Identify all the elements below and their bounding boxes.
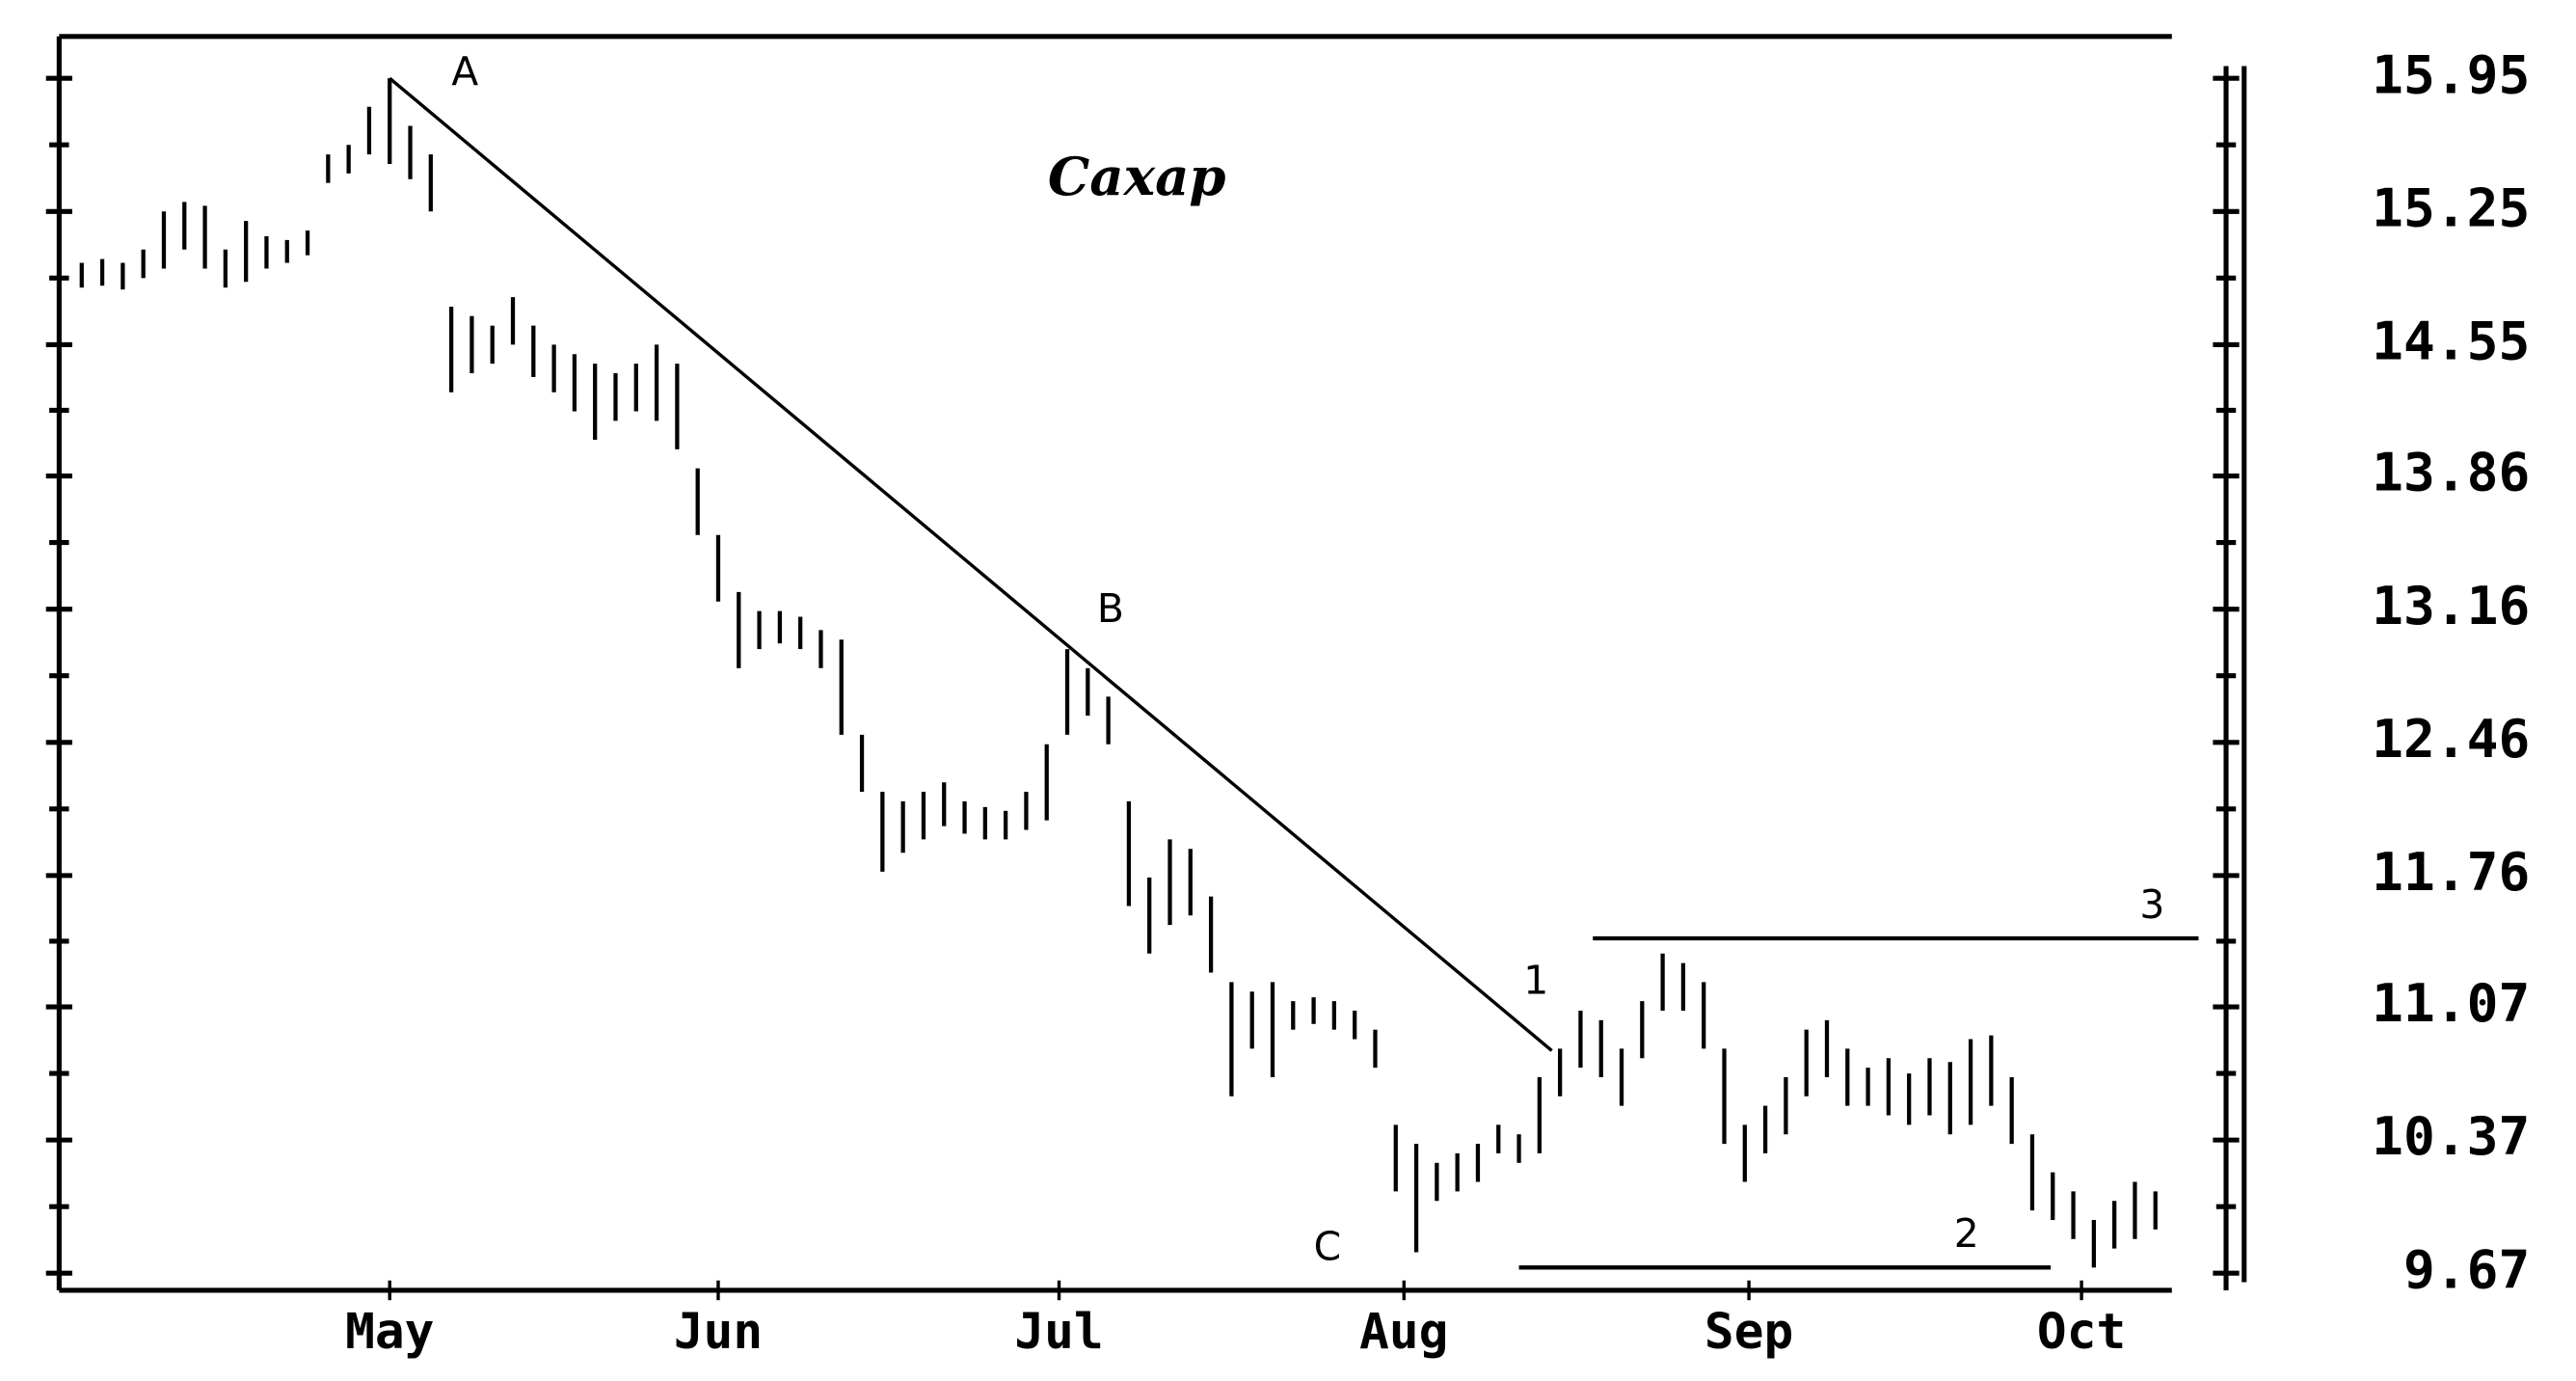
y-tick-label: 13.16 <box>2372 575 2530 636</box>
chart-title: Сахар <box>1048 146 1226 207</box>
annotation: A <box>451 48 478 95</box>
x-tick-label: Sep <box>1704 1304 1793 1361</box>
y-tick-label: 15.25 <box>2372 176 2530 238</box>
trend-line <box>389 76 1553 1052</box>
level-label: 3 <box>2139 881 2164 928</box>
y-tick-label: 9.67 <box>2403 1238 2530 1300</box>
y-tick-label: 12.46 <box>2372 708 2530 770</box>
y-tick-label: 10.37 <box>2372 1105 2530 1167</box>
x-tick-label: Jun <box>674 1304 763 1361</box>
annotation: B <box>1097 585 1124 632</box>
x-tick-label: Aug <box>1359 1304 1448 1361</box>
y-tick-label: 11.07 <box>2372 972 2530 1034</box>
annotation: 1 <box>1523 957 1548 1003</box>
x-tick-label: May <box>345 1304 434 1361</box>
y-tick-label: 14.55 <box>2372 311 2530 372</box>
x-tick-label: Jul <box>1014 1304 1103 1361</box>
y-tick-label: 11.76 <box>2372 841 2530 903</box>
annotation: C <box>1314 1223 1342 1269</box>
level-label: 2 <box>1954 1210 1979 1257</box>
x-tick-label: Oct <box>2037 1304 2126 1361</box>
y-tick-label: 13.86 <box>2372 442 2530 503</box>
y-tick-label: 15.95 <box>2372 43 2530 105</box>
